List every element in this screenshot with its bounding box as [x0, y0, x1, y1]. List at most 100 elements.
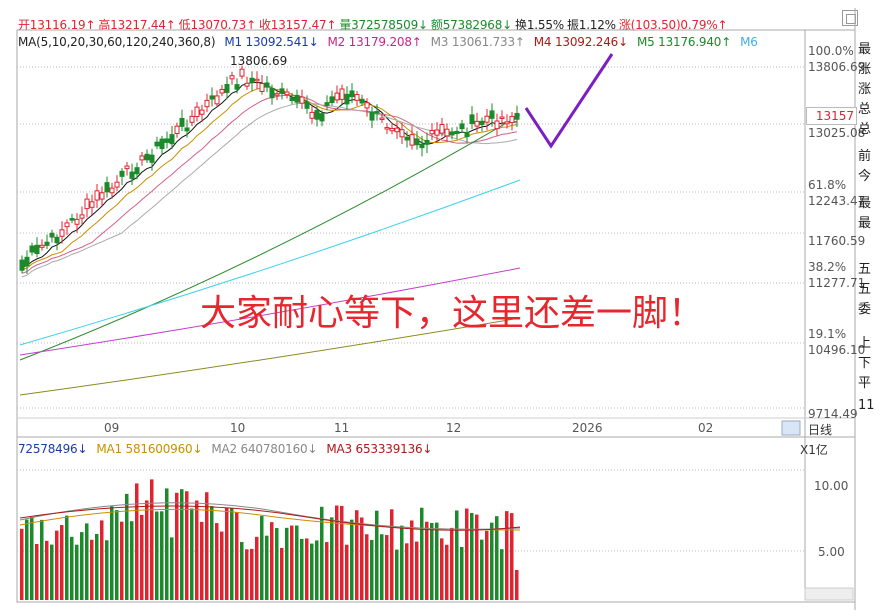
candle: [499, 110, 505, 127]
candle-body: [414, 138, 420, 146]
candle-body: [494, 120, 500, 130]
candle: [244, 76, 250, 90]
volume-bar: [170, 537, 174, 600]
ma5-line: [21, 81, 518, 268]
volume-bar: [330, 517, 334, 600]
candle: [169, 125, 175, 150]
volume-bar: [335, 505, 339, 600]
candle: [394, 120, 400, 139]
side-panel-item: 前: [858, 149, 872, 164]
month-label: 12: [446, 421, 462, 435]
candle-body: [299, 96, 305, 104]
candle: [154, 136, 160, 150]
candle: [459, 119, 465, 133]
volume-bar: [485, 530, 489, 600]
volume-bar: [250, 548, 254, 600]
volume-bar: [190, 508, 194, 600]
candle-body: [114, 181, 120, 188]
volume-scale-tab[interactable]: X1亿: [800, 443, 828, 457]
candle-body: [474, 120, 480, 127]
volume-bar: [315, 540, 319, 600]
chart-frame: [16, 29, 856, 438]
volume-bar: [290, 525, 294, 600]
candle: [49, 229, 55, 243]
side-panel-item: 委: [858, 302, 872, 317]
volume-bar: [55, 530, 59, 600]
volume-bar: [150, 479, 154, 600]
candle: [374, 104, 380, 121]
volume-bar: [280, 547, 284, 600]
period-tab[interactable]: 日线: [808, 423, 833, 437]
ma60-line: [19, 114, 521, 361]
volume-bar: [505, 511, 509, 600]
candle: [359, 94, 365, 106]
candle: [249, 71, 255, 92]
candle: [194, 102, 200, 122]
volume-bar: [70, 536, 74, 600]
volume-bar: [400, 525, 404, 600]
candle-body: [219, 88, 225, 94]
candle: [409, 126, 415, 150]
candle-body: [364, 102, 370, 109]
volume-bar: [405, 543, 409, 600]
candle-body: [199, 109, 205, 115]
candle: [479, 117, 485, 132]
volume-bar: [325, 542, 329, 600]
close-value: 收13157.47↑: [258, 18, 337, 32]
volume-bar: [165, 488, 169, 600]
candle: [309, 106, 315, 124]
candle-body: [64, 222, 70, 228]
volume-bar: [295, 525, 299, 600]
volume-bar: [95, 533, 99, 600]
ma10-line: [21, 86, 518, 271]
volume-bar: [440, 538, 444, 600]
high-value: 高13217.44↑: [98, 18, 176, 32]
volume-bar: [450, 527, 454, 600]
volume-bar: [465, 508, 469, 600]
volume-bar: [60, 525, 64, 600]
volume-bar: [355, 510, 359, 600]
candle-body: [44, 241, 50, 246]
volume-bar: [120, 521, 124, 600]
candle-body: [334, 92, 340, 101]
volume-bar: [80, 532, 84, 600]
volume-bar: [410, 520, 414, 600]
side-panel-item: 最: [858, 42, 872, 57]
candle-body: [479, 120, 485, 126]
candle-body: [384, 127, 390, 130]
candle-body: [279, 88, 285, 94]
volume-bar: [115, 510, 119, 600]
month-label: 2026: [572, 421, 603, 435]
candle: [164, 131, 170, 149]
volume-bar: [240, 542, 244, 600]
volume-bar: [265, 535, 269, 600]
month-label: 02: [698, 421, 714, 435]
candle-body: [509, 115, 515, 124]
candlesticks: [19, 65, 520, 274]
candle: [399, 122, 405, 145]
candle: [204, 93, 210, 112]
candle: [269, 84, 275, 105]
ma-m3: M3 13061.733↑: [430, 35, 525, 49]
axis-label: 13806.69: [808, 60, 866, 74]
candle: [419, 135, 425, 157]
candle-body: [209, 95, 215, 100]
candle: [364, 98, 370, 117]
volume-bar: [155, 511, 159, 600]
candle-body: [104, 182, 110, 193]
candle-body: [179, 117, 185, 127]
volume-current: 72578496↓: [18, 442, 88, 456]
candle-body: [289, 97, 295, 101]
candle-body: [89, 201, 95, 208]
volume-bar: [415, 541, 419, 600]
candle-body: [419, 143, 425, 149]
volume-bar: [390, 509, 394, 600]
candle: [129, 163, 135, 185]
candle-body: [344, 93, 350, 105]
volume-bar: [305, 538, 309, 600]
volume-bar: [130, 521, 134, 600]
candle: [179, 109, 185, 131]
ma240-line: [19, 267, 521, 356]
